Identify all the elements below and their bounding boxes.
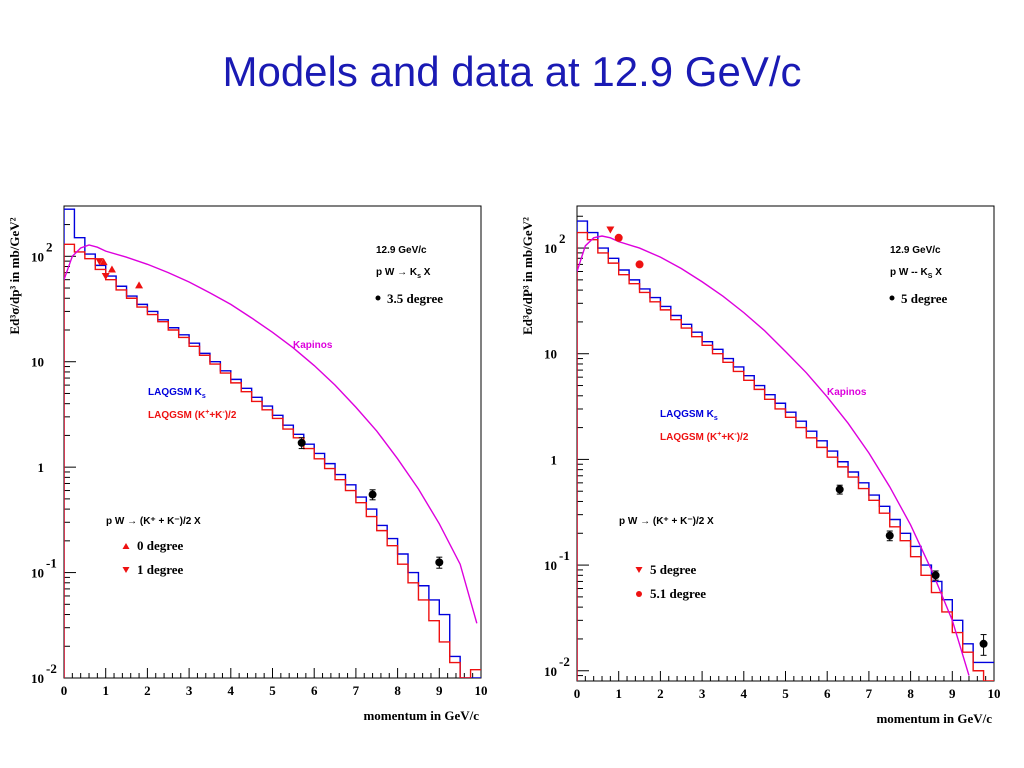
kapinos-label: Kapinos: [293, 340, 333, 351]
y-tick-label: 10: [31, 249, 44, 264]
y-tick-exponent: -1: [559, 548, 570, 563]
x-tick-label: 10: [988, 686, 1001, 701]
data-point-red-down: [606, 226, 615, 234]
x-tick-label: 5: [782, 686, 789, 701]
x-axis-label: momentum in GeV/c: [363, 708, 479, 723]
y-tick-label: 10: [544, 664, 557, 679]
red-legend-label: 5 degree: [650, 562, 697, 577]
y-tick-exponent: 2: [559, 231, 566, 246]
x-tick-label: 9: [949, 686, 956, 701]
series-line-laqgsm-k-k-2: [577, 231, 994, 681]
x-tick-label: 6: [824, 686, 831, 701]
legend-marker-black: [889, 295, 895, 301]
series-line-kapinos: [577, 235, 970, 676]
model-label-ks: LAQGSM Ks: [148, 387, 206, 400]
y-tick-exponent: -1: [46, 556, 57, 571]
y-tick-label: 10: [544, 558, 557, 573]
data-point-red-up: [99, 258, 108, 266]
x-tick-label: 2: [657, 686, 664, 701]
info-reaction: p W → Ks X: [376, 267, 431, 280]
kapinos-label: Kapinos: [827, 387, 867, 398]
data-point: [835, 485, 844, 494]
data-point-red-up: [135, 281, 144, 289]
legend-marker-red-down: [635, 567, 643, 573]
legend-data-label: 5 degree: [901, 291, 948, 306]
page-title: Models and data at 12.9 GeV/c: [222, 48, 802, 95]
data-point-red-down: [95, 258, 104, 266]
y-tick-exponent: 2: [46, 239, 53, 254]
data-point: [979, 639, 988, 648]
data-point-red-down: [101, 273, 110, 281]
legend-marker-red-dot: [636, 591, 642, 597]
x-tick-label: 2: [144, 683, 151, 698]
data-point: [435, 558, 444, 567]
series-group: [64, 208, 481, 678]
red-reaction-label: p W → (K⁺ + K⁻)/2 X: [106, 516, 201, 527]
x-tick-label: 3: [699, 686, 706, 701]
data-point: [297, 438, 306, 447]
x-tick-label: 4: [741, 686, 748, 701]
info-energy: 12.9 GeV/c: [376, 245, 427, 256]
x-tick-label: 8: [394, 683, 401, 698]
series-line-laqgsm-k: [577, 220, 994, 681]
x-axis-label: momentum in GeV/c: [876, 711, 992, 726]
x-tick-label: 1: [102, 683, 109, 698]
y-axis-label: Ed³σ/dP³ in mb/GeV²: [520, 217, 535, 335]
x-tick-label: 5: [269, 683, 276, 698]
info-reaction: p W -- KS X: [890, 267, 942, 280]
model-label-ks: LAQGSM Ks: [660, 409, 718, 422]
series-line-laqgsm-k-k-2: [64, 243, 481, 678]
y-tick-label: 1: [551, 452, 558, 467]
red-legend-label: 1 degree: [137, 562, 184, 577]
red-legend-label: 0 degree: [137, 538, 184, 553]
red-legend-label: 5.1 degree: [650, 586, 706, 601]
y-tick-label: 10: [544, 347, 557, 362]
y-tick-label: 10: [31, 671, 44, 686]
y-tick-label: 1: [38, 460, 45, 475]
data-point: [931, 571, 940, 580]
series-line-kapinos: [64, 244, 478, 624]
x-tick-label: 4: [228, 683, 235, 698]
legend-marker-red-up: [122, 543, 130, 549]
model-label-kpm: LAQGSM (K++K-)/2: [660, 431, 749, 443]
x-tick-label: 9: [436, 683, 443, 698]
info-energy: 12.9 GeV/c: [890, 245, 941, 256]
data-point-red-up: [107, 265, 116, 273]
y-axis-label: Ed³σ/dp³ in mb/GeV²: [7, 217, 22, 334]
y-tick-label: 10: [544, 241, 557, 256]
data-point: [885, 531, 894, 540]
x-tick-label: 10: [475, 683, 488, 698]
x-tick-label: 0: [61, 683, 68, 698]
x-tick-label: 8: [907, 686, 914, 701]
red-reaction-label: p W → (K⁺ + K⁻)/2 X: [619, 516, 714, 527]
y-tick-label: 10: [31, 566, 44, 581]
data-point-red-dot: [614, 233, 623, 242]
x-tick-label: 7: [866, 686, 873, 701]
x-tick-label: 7: [353, 683, 360, 698]
legend-data-label: 3.5 degree: [387, 291, 443, 306]
x-tick-label: 1: [615, 686, 622, 701]
model-label-kpm: LAQGSM (K++K-)/2: [148, 409, 237, 421]
y-tick-exponent: -2: [559, 654, 570, 669]
y-tick-exponent: -2: [46, 661, 57, 676]
x-tick-label: 6: [311, 683, 318, 698]
legend-marker-black: [375, 295, 381, 301]
series-line-laqgsm-k: [64, 208, 481, 678]
x-tick-label: 0: [574, 686, 581, 701]
legend-marker-red-down: [122, 567, 130, 573]
series-group: [577, 220, 994, 681]
y-tick-label: 10: [31, 355, 44, 370]
data-point-red-dot: [635, 260, 644, 269]
x-tick-label: 3: [186, 683, 193, 698]
data-point: [368, 490, 377, 499]
